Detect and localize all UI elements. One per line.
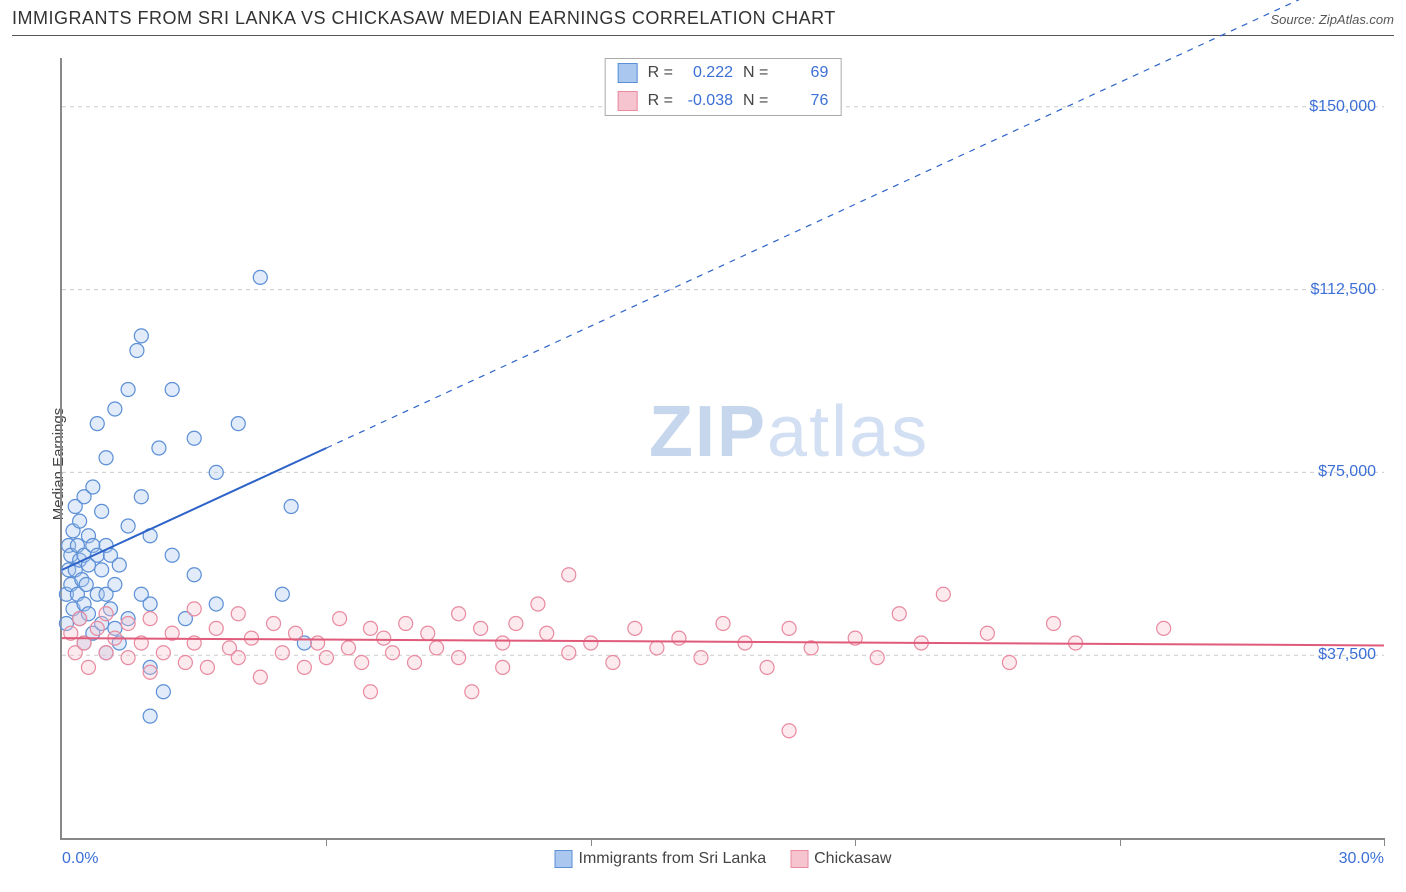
n-value-series-1: 69 [778,64,828,82]
r-label-2: R = [648,92,673,110]
x-axis-tick-right: 30.0% [1339,850,1384,868]
r-value-series-1: 0.222 [683,64,733,82]
trend-line-extrapolated [326,0,1384,448]
source-label: Source: [1270,12,1318,27]
n-value-series-2: 76 [778,92,828,110]
n-label: N = [743,64,768,82]
y-axis-tick-label: $112,500 [1310,281,1376,299]
y-axis-tick-label: $37,500 [1318,646,1376,664]
r-value-series-2: -0.038 [683,92,733,110]
legend-swatch-series-1 [555,850,573,868]
x-axis-tick-mark [1120,838,1121,846]
swatch-series-2 [618,91,638,111]
legend-label-series-1: Immigrants from Sri Lanka [579,850,767,868]
x-axis-tick-left: 0.0% [62,850,98,868]
legend-item-series-2: Chickasaw [790,850,891,868]
trend-layer [62,58,1384,838]
stats-row-series-2: R = -0.038 N = 76 [606,87,841,115]
swatch-series-1 [618,63,638,83]
x-axis-tick-mark [591,838,592,846]
plot-area: ZIPatlas R = 0.222 N = 69 R = -0.038 N =… [60,58,1384,840]
n-label-2: N = [743,92,768,110]
source-name: ZipAtlas.com [1319,12,1394,27]
stats-row-series-1: R = 0.222 N = 69 [606,59,841,87]
r-label: R = [648,64,673,82]
legend-bottom: Immigrants from Sri Lanka Chickasaw [555,850,892,868]
legend-item-series-1: Immigrants from Sri Lanka [555,850,767,868]
x-axis-tick-mark [855,838,856,846]
x-axis-tick-mark [1384,838,1385,846]
stats-legend-box: R = 0.222 N = 69 R = -0.038 N = 76 [605,58,842,116]
legend-swatch-series-2 [790,850,808,868]
y-axis-tick-label: $75,000 [1318,463,1376,481]
source-attribution: Source: ZipAtlas.com [1270,12,1394,27]
y-axis-tick-label: $150,000 [1309,98,1376,116]
legend-label-series-2: Chickasaw [814,850,891,868]
chart-container: Median Earnings ZIPatlas R = 0.222 N = 6… [12,48,1394,880]
x-axis-tick-mark [326,838,327,846]
chart-title: IMMIGRANTS FROM SRI LANKA VS CHICKASAW M… [12,8,836,29]
trend-line [62,448,326,570]
chart-header: IMMIGRANTS FROM SRI LANKA VS CHICKASAW M… [12,8,1394,36]
trend-line [62,638,1384,645]
